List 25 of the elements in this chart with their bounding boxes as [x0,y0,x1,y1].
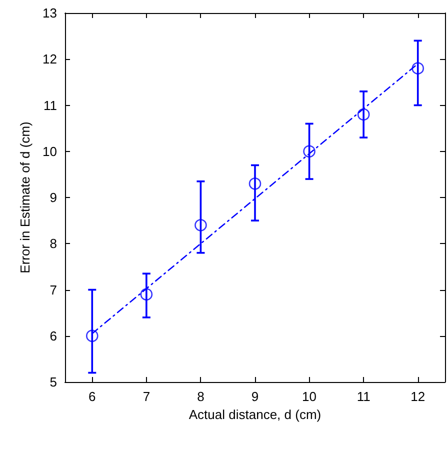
x-tick-label: 9 [251,389,259,404]
y-tick-label: 5 [50,374,57,390]
x-tick-label: 11 [356,389,370,404]
y-tick-label: 7 [50,282,57,298]
y-axis-title: Error in Estimate of d (cm) [18,122,33,274]
point [412,62,424,74]
x-tick-label: 8 [197,389,204,404]
x-tick-label: 12 [410,389,426,404]
y-tick-label: 13 [42,6,57,20]
point [357,108,370,121]
x-tick-label: 7 [142,389,150,404]
x-tick-label: 10 [302,389,317,404]
x-tick-label: 6 [88,389,96,404]
point [248,178,262,190]
y-tick-label: 11 [44,98,57,113]
y-tick-label: 8 [50,236,57,252]
y-tick-label: 12 [42,52,57,67]
point [140,288,153,301]
point [303,145,316,158]
y-tick-label: 9 [50,190,57,205]
y-tick-label: 10 [42,144,57,159]
x-axis-title: Actual distance, d (cm) [188,406,322,422]
point [194,219,207,232]
point [86,330,98,342]
y-tick-label: 6 [50,328,57,344]
